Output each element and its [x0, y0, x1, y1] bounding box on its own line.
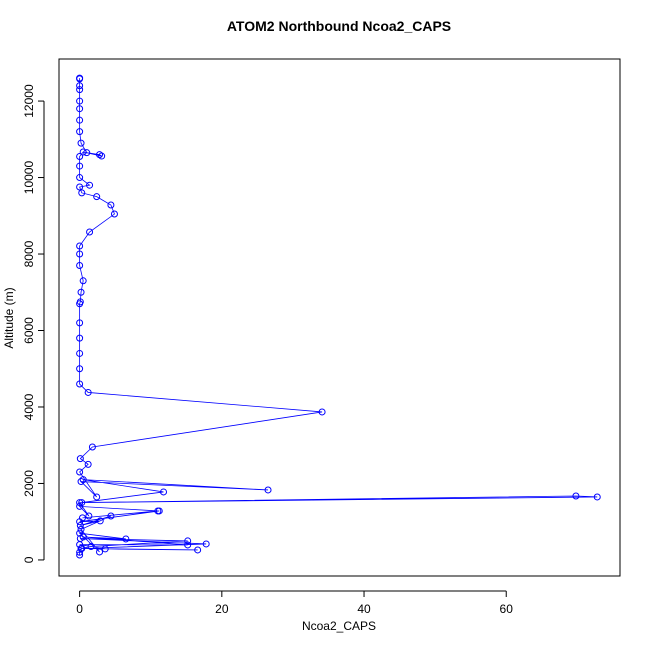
data-point — [76, 529, 84, 537]
x-tick-label: 40 — [357, 602, 371, 616]
data-point — [78, 544, 86, 552]
plot-frame — [58, 58, 621, 577]
data-point — [76, 522, 84, 530]
y-tick-label: 12000 — [22, 84, 36, 118]
data-point — [84, 460, 92, 468]
data-point — [593, 493, 601, 501]
y-tick-label: 0 — [22, 556, 36, 563]
data-point — [96, 548, 104, 556]
data-point — [87, 543, 95, 551]
data-point — [76, 334, 84, 342]
data-point — [264, 486, 272, 494]
x-tick-label: 60 — [500, 602, 514, 616]
data-point — [202, 540, 210, 548]
data-point — [194, 546, 202, 554]
data-point — [86, 181, 94, 189]
data-point — [96, 517, 104, 525]
x-axis-label: Ncoa2_CAPS — [302, 619, 376, 633]
data-point — [76, 349, 84, 357]
data-point — [76, 97, 84, 105]
data-point — [76, 86, 84, 94]
data-point — [77, 525, 85, 533]
data-point — [79, 277, 87, 285]
data-point — [160, 488, 168, 496]
data-point — [76, 82, 84, 90]
data-point — [76, 365, 84, 373]
data-point — [76, 116, 84, 124]
y-tick-label: 2000 — [22, 470, 36, 497]
data-point — [76, 541, 84, 549]
data-point — [76, 455, 84, 463]
data-point — [79, 148, 87, 156]
data-point — [76, 261, 84, 269]
data-point — [76, 162, 84, 170]
data-point — [86, 228, 94, 236]
data-point — [184, 537, 192, 545]
data-point — [122, 535, 130, 543]
data-point — [79, 476, 87, 484]
data-point — [77, 139, 85, 147]
data-point — [76, 174, 84, 182]
data-point — [76, 153, 84, 161]
x-tick-label: 0 — [76, 602, 83, 616]
data-point — [318, 408, 326, 416]
data-point — [76, 551, 84, 559]
data-point — [84, 388, 92, 396]
y-tick-label: 6000 — [22, 317, 36, 344]
chart-title: ATOM2 Northbound Ncoa2_CAPS — [227, 18, 451, 34]
data-point — [76, 499, 84, 507]
data-point — [107, 201, 115, 209]
data-point — [77, 478, 85, 486]
data-point — [154, 507, 162, 515]
data-point — [107, 512, 115, 520]
data-point — [184, 541, 192, 549]
y-tick-label: 4000 — [22, 393, 36, 420]
data-point — [83, 149, 91, 157]
data-point — [76, 128, 84, 136]
data-point — [85, 512, 93, 520]
data-point — [76, 548, 84, 556]
data-point — [76, 183, 84, 191]
data-point — [110, 210, 118, 218]
y-tick-label: 10000 — [22, 161, 36, 195]
data-point — [88, 443, 96, 451]
data-point — [76, 319, 84, 327]
data-point — [77, 288, 85, 296]
data-point — [76, 250, 84, 258]
data-point — [572, 492, 580, 500]
data-point — [79, 533, 87, 541]
data-point — [76, 105, 84, 113]
data-point — [76, 74, 84, 82]
y-tick-label: 8000 — [22, 240, 36, 267]
data-point — [78, 189, 86, 197]
data-point — [78, 514, 86, 522]
data-point — [76, 468, 84, 476]
data-point — [98, 152, 106, 160]
data-point — [76, 502, 84, 510]
data-point — [76, 380, 84, 388]
data-point — [76, 242, 84, 250]
data-point — [78, 499, 86, 507]
data-point — [101, 545, 109, 553]
data-point — [93, 193, 101, 201]
data-line — [78, 78, 598, 555]
x-tick-label: 20 — [215, 602, 229, 616]
data-point — [93, 493, 101, 501]
data-point — [96, 151, 104, 159]
y-axis-label: Altitude (m) — [2, 287, 16, 348]
data-point — [76, 298, 84, 306]
